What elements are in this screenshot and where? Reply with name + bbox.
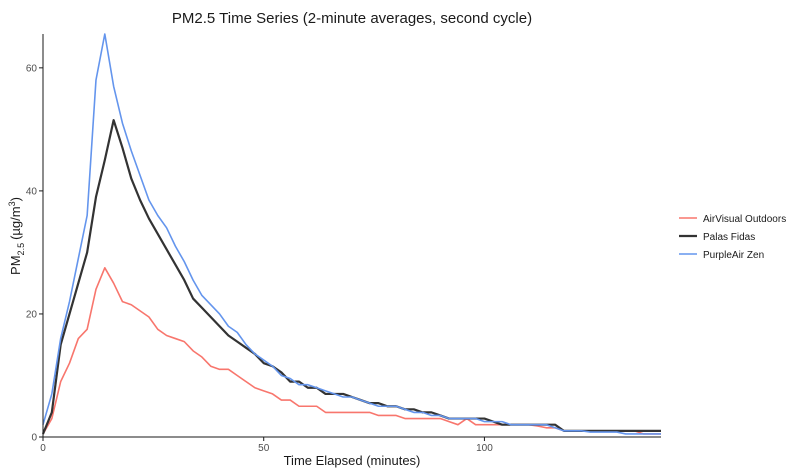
y-axis-label-subscript: 2.5 <box>16 243 26 256</box>
legend: AirVisual Outdoors Palas Fidas PurpleAir… <box>679 214 786 261</box>
series-layer <box>41 33 661 435</box>
legend-item-palas: Palas Fidas <box>679 232 755 243</box>
series-line-airvisual-outdoors <box>42 266 661 435</box>
y-tick-label-20: 20 <box>26 309 38 320</box>
y-tick-label-40: 40 <box>26 186 38 197</box>
x-tick-label-100: 100 <box>476 443 493 454</box>
plot-area: 0 50 100 0 20 40 60 <box>26 33 661 454</box>
chart-title: PM2.5 Time Series (2-minute averages, se… <box>172 10 532 27</box>
y-axis-label-unit: µg/m <box>8 206 23 235</box>
ticks-layer: 0 50 100 0 20 40 60 <box>26 63 493 454</box>
y-tick-label-0: 0 <box>31 433 37 444</box>
y-axis-label: PM2.5 (µg/m3) <box>7 197 26 275</box>
y-tick-label-60: 60 <box>26 63 38 74</box>
legend-item-purpleair: PurpleAir Zen <box>679 250 764 261</box>
y-axis-label-paren-open: ( <box>8 235 23 240</box>
x-tick-label-0: 0 <box>40 443 46 454</box>
legend-label-airvisual: AirVisual Outdoors <box>703 214 786 225</box>
y-axis-label-superscript: 3 <box>7 201 17 206</box>
series-line-palas-fidas <box>41 119 661 435</box>
legend-label-purpleair: PurpleAir Zen <box>703 250 764 261</box>
y-axis-label-paren-close: ) <box>8 197 23 201</box>
x-axis-label: Time Elapsed (minutes) <box>284 453 421 468</box>
legend-label-palas: Palas Fidas <box>703 232 755 243</box>
legend-item-airvisual: AirVisual Outdoors <box>679 214 786 225</box>
x-tick-label-50: 50 <box>258 443 270 454</box>
series-line-purpleair-zen <box>42 33 661 435</box>
y-axis-label-main: PM <box>8 255 23 275</box>
